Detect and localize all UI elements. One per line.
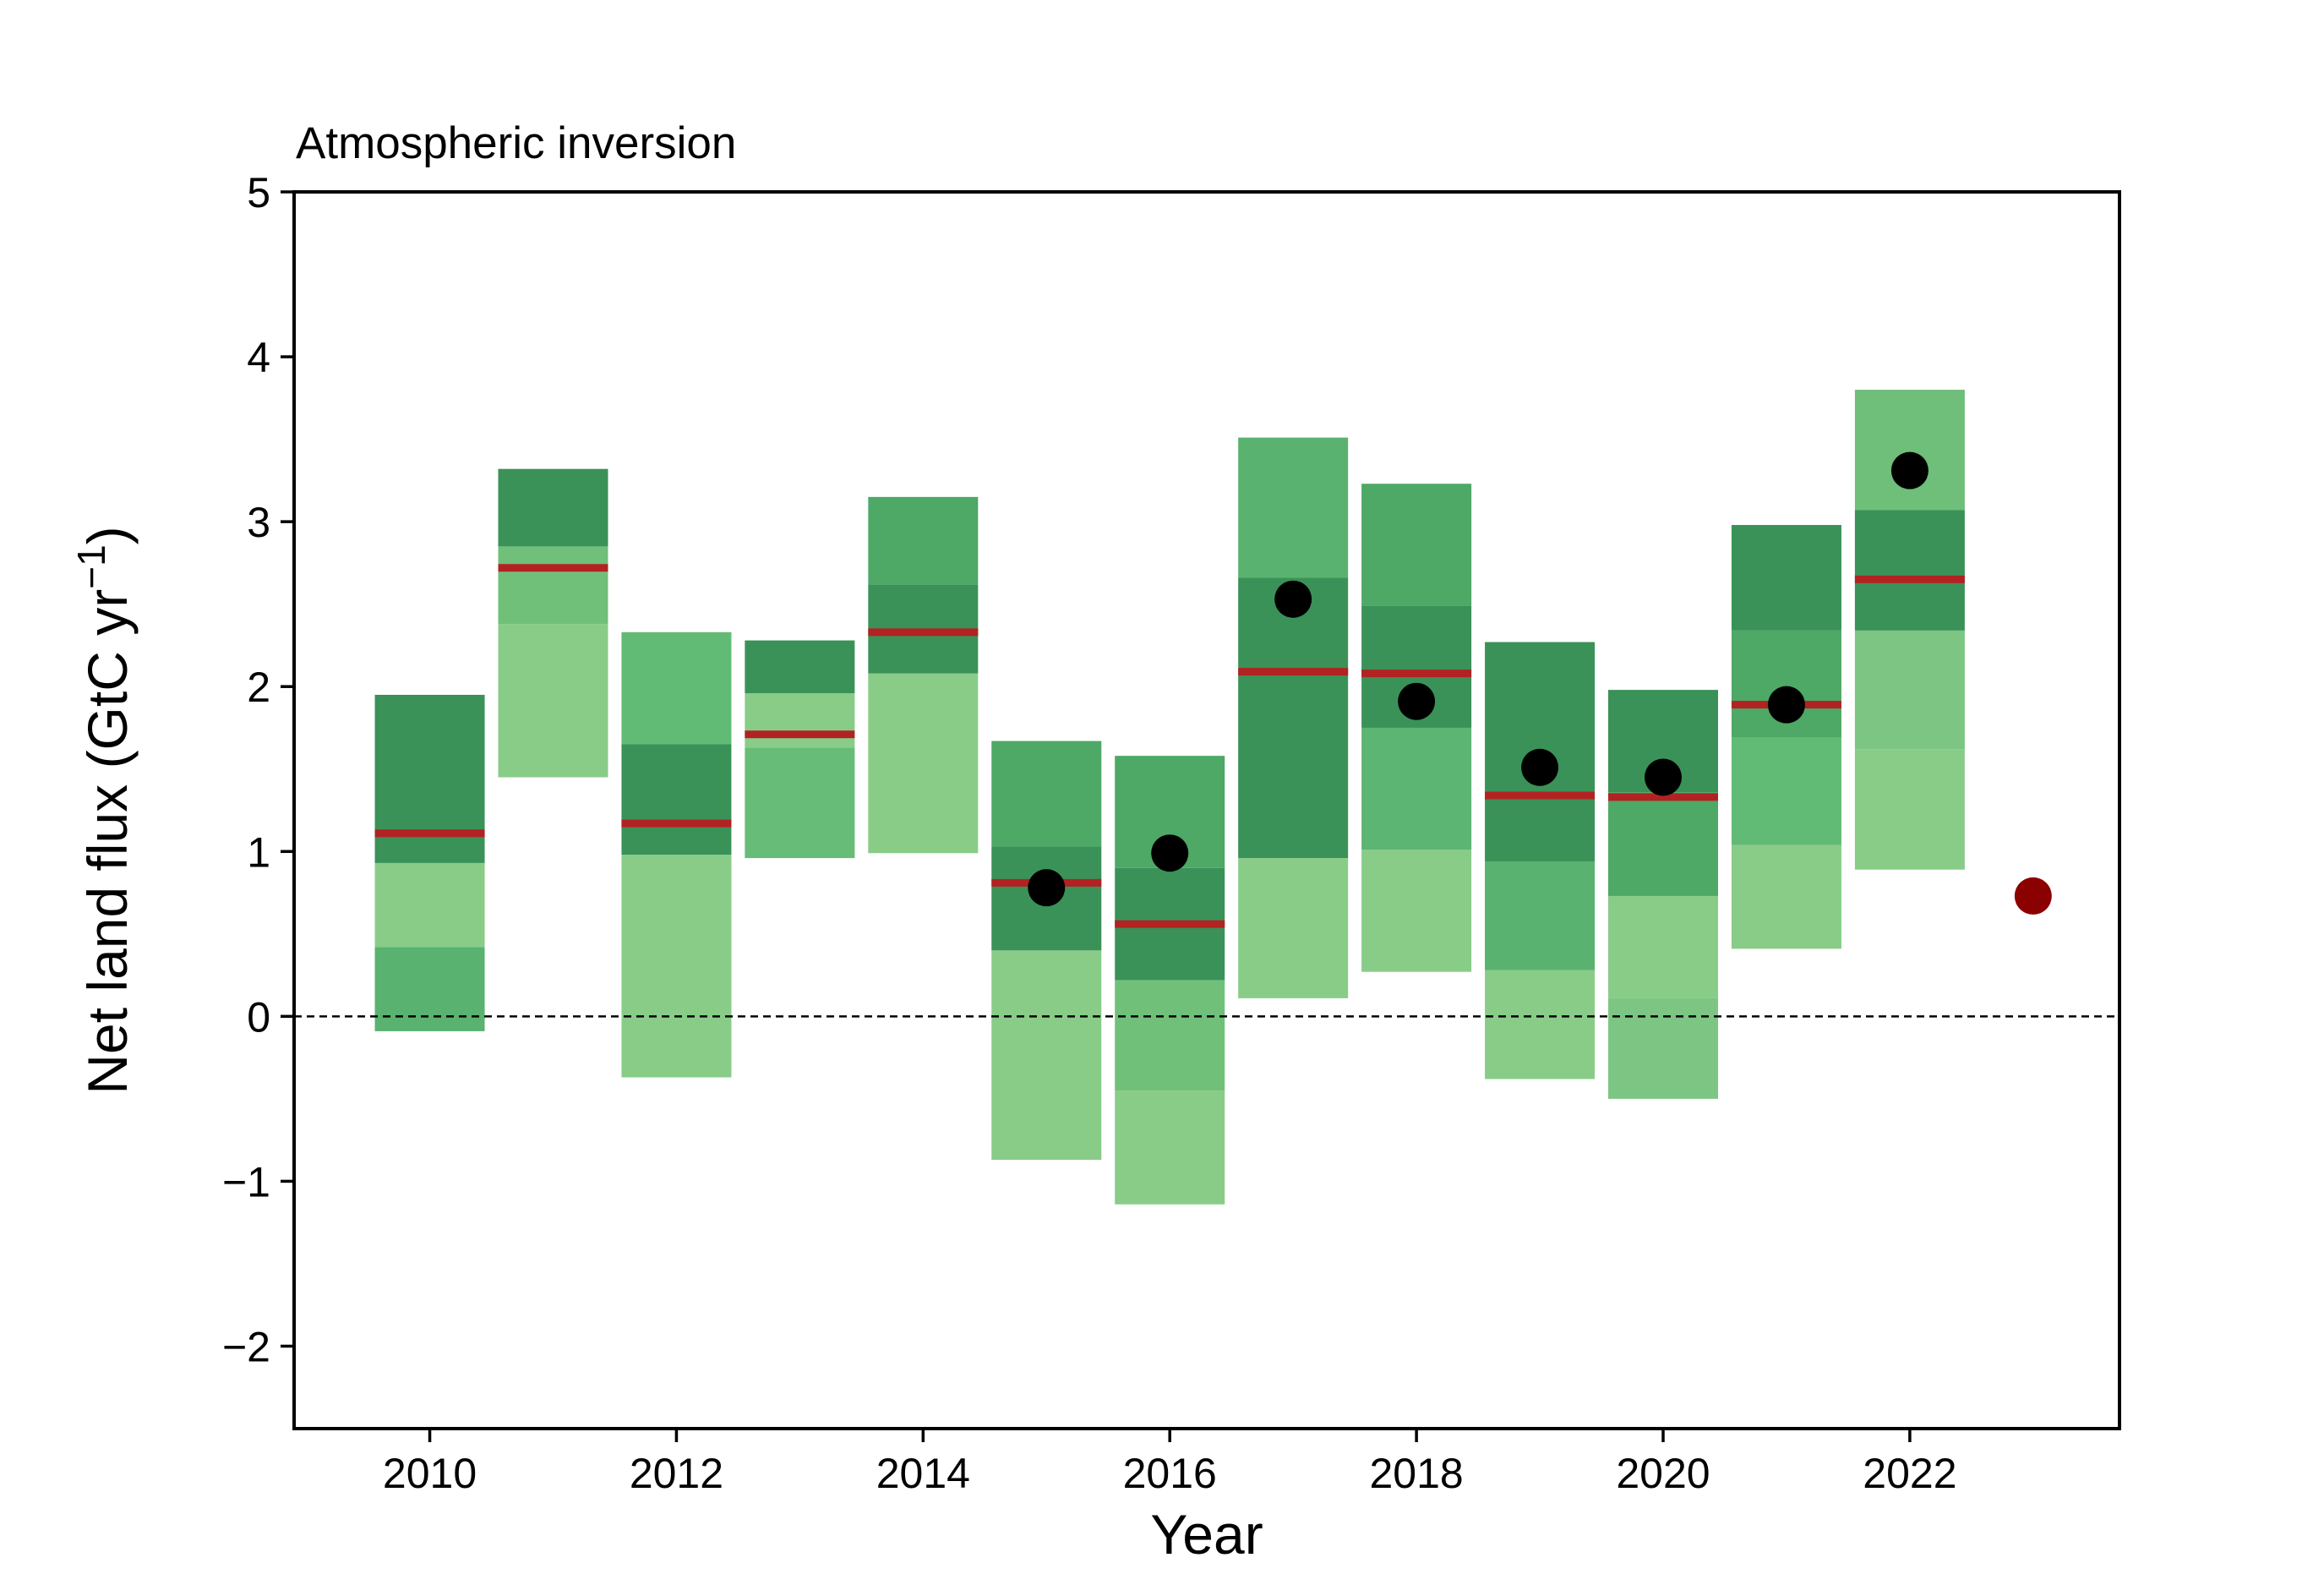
bar-segment-2018-1: [1361, 727, 1472, 850]
bar-segment-2022-1: [1854, 630, 1965, 750]
chart-title: Atmospheric inversion: [296, 118, 736, 168]
bar-segment-2010-2: [374, 694, 485, 863]
bar-segment-2018-0: [1361, 850, 1472, 972]
bar-segment-2011-1: [498, 546, 608, 625]
bars-layer: [374, 390, 1965, 1205]
observation-point-2017: [1274, 580, 1312, 618]
bar-segment-2019-1: [1485, 861, 1596, 970]
bar-segment-2015-0: [991, 950, 1102, 1161]
y-tick-label-2: 2: [247, 664, 270, 711]
ticks-layer: 2010 2012 2014 2016 2018 2020 2022 −2 −1 0 1 2 3 4 5: [222, 169, 1957, 1497]
x-tick-label-2016: 2016: [1123, 1450, 1217, 1497]
x-tick-label-2020: 2020: [1616, 1450, 1710, 1497]
bar-segment-2021-1: [1731, 737, 1841, 845]
x-tick-label-2022: 2022: [1863, 1450, 1956, 1497]
observation-point-2015: [1028, 869, 1066, 907]
y-tick-label-4: 4: [247, 334, 270, 381]
x-tick-label-2012: 2012: [630, 1450, 723, 1497]
bar-segment-2022-2: [1854, 510, 1965, 631]
bar-segment-2012-1: [621, 744, 732, 855]
observation-point-2020: [1645, 758, 1682, 796]
observation-point-2022: [1890, 451, 1928, 489]
y-tick-label-1: 1: [247, 828, 270, 876]
bar-segment-2015-2: [991, 741, 1102, 847]
bar-segment-2011-0: [498, 624, 608, 778]
observation-point-2018: [1398, 682, 1436, 720]
y-tick-label--2: −2: [222, 1323, 270, 1370]
x-tick-label-2014: 2014: [876, 1450, 970, 1497]
y-axis-label-suffix: ): [76, 526, 139, 544]
bar-segment-2016-0: [1115, 1090, 1225, 1205]
bar-segment-2017-2: [1238, 437, 1349, 578]
x-tick-label-2010: 2010: [383, 1450, 477, 1497]
y-tick-label--1: −1: [222, 1158, 270, 1205]
y-axis-label-main: Net land flux (GtC yr: [76, 589, 139, 1095]
y-tick-label-5: 5: [247, 169, 270, 216]
bar-segment-2012-2: [621, 631, 732, 745]
bar-segment-2012-0: [621, 855, 732, 1078]
y-axis-label-exponent: −1: [69, 544, 113, 588]
bar-segment-2017-1: [1238, 577, 1349, 859]
observation-point-2016: [1151, 834, 1189, 872]
plot-frame: [292, 190, 2121, 1430]
bar-segment-2020-2: [1608, 792, 1718, 896]
bar-segment-2019-0: [1485, 970, 1596, 1079]
observation-points-layer: [1028, 451, 2052, 915]
x-axis-label: Year: [1150, 1503, 1263, 1566]
observation-point-2019: [1521, 748, 1559, 786]
bar-segment-2013-0: [745, 747, 855, 859]
x-tick-label-2018: 2018: [1369, 1450, 1463, 1497]
y-tick-label-3: 3: [247, 499, 270, 546]
bar-segment-2022-3: [1854, 390, 1965, 511]
y-tick-label-0: 0: [247, 993, 270, 1041]
bar-segment-2016-1: [1115, 980, 1225, 1091]
bar-segment-2018-3: [1361, 484, 1472, 606]
bar-segment-2014-2: [868, 496, 979, 585]
bar-segment-2020-0: [1608, 997, 1718, 1099]
bar-segment-2021-3: [1731, 525, 1841, 631]
latest-point-2023: [2014, 877, 2052, 915]
bar-segment-2020-1: [1608, 895, 1718, 998]
bar-segment-2014-0: [868, 673, 979, 854]
bar-segment-2013-2: [745, 640, 855, 694]
y-axis-label: Net land flux (GtC yr−1): [69, 526, 139, 1094]
bar-segment-2017-0: [1238, 858, 1349, 998]
observation-point-2021: [1767, 686, 1805, 724]
bar-segment-2022-0: [1854, 749, 1965, 870]
bar-segment-2021-0: [1731, 844, 1841, 949]
bar-segment-2011-2: [498, 468, 608, 547]
bar-segment-2010-1: [374, 862, 485, 948]
axes-layer: [292, 190, 2121, 1430]
bar-segment-2010-0: [374, 947, 485, 1031]
bar-segment-2013-1: [745, 693, 855, 748]
